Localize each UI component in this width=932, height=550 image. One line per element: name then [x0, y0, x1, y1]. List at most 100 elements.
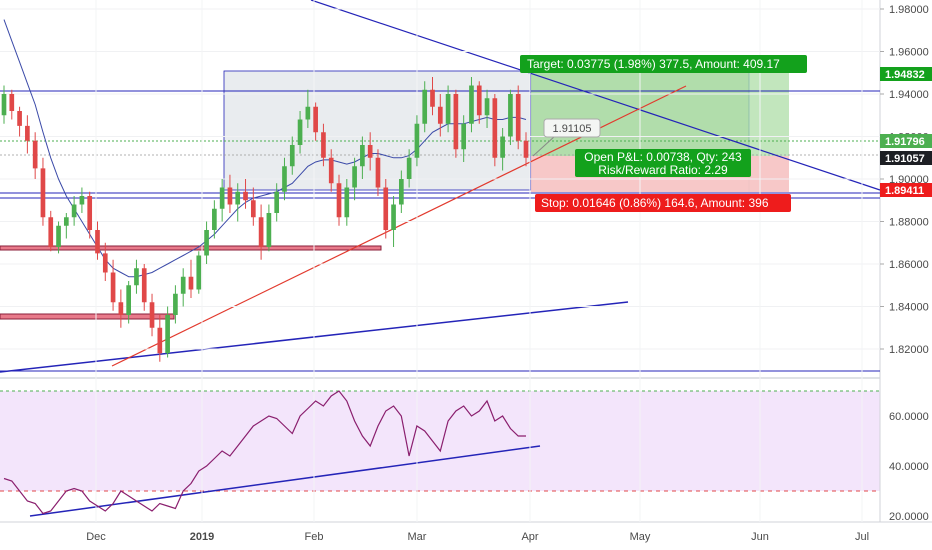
candle-body — [79, 196, 85, 205]
candle-body — [399, 179, 404, 205]
time-tick-label: 2019 — [190, 531, 214, 543]
price-tick-label: 1.98000 — [889, 4, 929, 16]
rsi-tick-label: 20.0000 — [889, 511, 929, 523]
time-tick-label: Dec — [86, 531, 106, 543]
price-tag-current-bg — [880, 134, 932, 148]
pnl-text: Open P&L: 0.00738, Qty: 243 — [584, 150, 742, 164]
crosshair-price-box — [543, 118, 601, 138]
candles — [1, 77, 529, 362]
price-tag-target: 1.94832 — [880, 67, 932, 81]
candle-body — [141, 268, 147, 303]
candle-body — [360, 145, 365, 167]
price-tick-label: 1.94000 — [889, 89, 929, 101]
price-tick-label: 1.86000 — [889, 259, 929, 271]
candle-body — [476, 85, 482, 116]
candle-body — [250, 200, 256, 218]
candle-body — [274, 191, 280, 213]
rsi-tick-label: 40.0000 — [889, 461, 929, 473]
candle-body — [266, 213, 272, 247]
candle-body — [173, 293, 178, 315]
candle-body — [196, 255, 202, 290]
candle-body — [48, 217, 54, 247]
candle-body — [437, 106, 443, 124]
price-axis[interactable]: 1.980001.960001.940001.920001.900001.880… — [880, 4, 929, 356]
price-tick-label: 1.88000 — [889, 217, 929, 229]
crosshair-callout: 1.91105 — [532, 118, 601, 157]
rsi-line — [3, 390, 526, 515]
candle-body — [180, 276, 186, 294]
price-tick-label: 1.96000 — [889, 47, 929, 59]
candle-body — [391, 204, 396, 230]
candle-body — [243, 191, 248, 201]
stop-text: Stop: 0.01646 (0.86%) 164.6, Amount: 396 — [541, 196, 769, 210]
candle-body — [25, 125, 30, 141]
rsi-trendline — [29, 445, 541, 517]
candle-body — [469, 85, 474, 124]
candle-body — [313, 106, 318, 133]
candle-body — [204, 230, 209, 256]
support-zone-1 — [0, 245, 382, 251]
pnl-annotation: Open P&L: 0.00738, Qty: 243 Risk/Reward … — [575, 149, 751, 177]
candle-body — [110, 272, 116, 303]
candle-body — [515, 94, 521, 141]
candle-body — [445, 94, 451, 124]
moving-average — [3, 19, 527, 278]
candle-body — [258, 217, 264, 247]
candle-body — [289, 145, 295, 167]
price-tag-target-text: 1.94832 — [885, 69, 925, 81]
candle-body — [1, 94, 7, 116]
crosshair-price-label: 1.91105 — [553, 123, 592, 135]
price-tag-current-text: 1.91796 — [885, 136, 925, 148]
price-tick-label: 1.84000 — [889, 302, 929, 314]
candle-body — [40, 168, 46, 218]
candle-body — [508, 94, 513, 137]
rsi-zone — [0, 391, 880, 491]
candle-body — [188, 276, 194, 290]
candle-body — [484, 98, 490, 116]
time-tick-label: Jul — [855, 531, 869, 543]
candle-body — [453, 94, 459, 150]
candle-body — [352, 166, 357, 188]
candle-body — [492, 98, 498, 158]
candle-body — [235, 191, 241, 205]
ratio-text: Risk/Reward Ratio: 2.29 — [598, 163, 728, 177]
candle-body — [56, 225, 61, 247]
price-tag-last-bg — [880, 151, 932, 165]
time-tick-label: Mar — [408, 531, 427, 543]
target-annotation: Target: 0.03775 (1.98%) 377.5, Amount: 4… — [520, 55, 807, 73]
candle-body — [71, 204, 77, 218]
time-tick-label: Apr — [521, 531, 538, 543]
price-tag-stop-bg — [880, 183, 932, 197]
candle-body — [63, 217, 69, 226]
candle-body — [305, 106, 311, 120]
target-box — [520, 55, 807, 73]
pnl-box — [575, 149, 751, 177]
candle-body — [118, 302, 124, 315]
rsi-axis: 60.0000 40.0000 20.0000 — [889, 411, 929, 523]
price-tag-last: 1.91057 — [880, 151, 932, 165]
price-tag-stop-text: 1.89411 — [885, 185, 924, 197]
candle-body — [336, 183, 342, 218]
moving-average-line — [3, 19, 527, 278]
rsi-tick-label: 60.0000 — [889, 411, 929, 423]
candle-body — [328, 157, 334, 184]
candle-body — [134, 268, 139, 286]
target-text: Target: 0.03775 (1.98%) 377.5, Amount: 4… — [527, 57, 780, 71]
descending-trendline — [310, 0, 881, 191]
candle-body — [9, 94, 15, 111]
stop-annotation: Stop: 0.01646 (0.86%) 164.6, Amount: 396 — [535, 194, 791, 212]
time-tick-label: Feb — [305, 531, 324, 543]
candle-body — [321, 132, 326, 158]
price-tag-stop: 1.89411 — [880, 183, 932, 197]
candle-body — [344, 187, 350, 218]
candle-body — [282, 166, 287, 192]
candle-body — [461, 123, 467, 150]
grid — [0, 0, 880, 522]
candle-body — [87, 196, 93, 230]
candle-body — [422, 89, 428, 124]
stop-box — [535, 194, 791, 212]
time-axis[interactable]: Dec 2019 Feb Mar Apr May Jun Jul — [86, 531, 869, 543]
candle-body — [219, 187, 225, 209]
